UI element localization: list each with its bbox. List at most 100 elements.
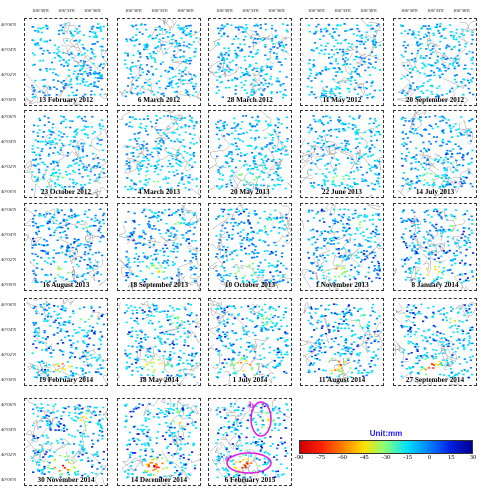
- deformation-point: [126, 54, 129, 57]
- deformation-point: [403, 263, 406, 265]
- deformation-point: [176, 247, 179, 249]
- deformation-point: [224, 249, 228, 251]
- deformation-point: [222, 26, 225, 28]
- deformation-point: [140, 374, 143, 376]
- deformation-point: [267, 176, 270, 179]
- deformation-point: [79, 82, 82, 85]
- deformation-point: [470, 59, 473, 61]
- deformation-point: [316, 47, 319, 49]
- deformation-point: [248, 182, 251, 184]
- deformation-point: [184, 174, 187, 177]
- deformation-point: [457, 41, 461, 43]
- deformation-point: [455, 38, 458, 41]
- deformation-point: [68, 144, 71, 146]
- deformation-point: [368, 325, 371, 327]
- deformation-point: [162, 92, 165, 95]
- deformation-point: [255, 119, 258, 122]
- deformation-point: [442, 132, 445, 135]
- deformation-point: [308, 75, 311, 77]
- deformation-point: [425, 129, 428, 131]
- deformation-point: [322, 35, 325, 37]
- deformation-point: [251, 94, 254, 96]
- deformation-point: [353, 118, 356, 120]
- deformation-point: [167, 255, 170, 258]
- deformation-point: [64, 307, 67, 310]
- deformation-point: [36, 226, 39, 229]
- deformation-point: [275, 216, 279, 219]
- deformation-point: [249, 308, 252, 310]
- deformation-point: [260, 229, 263, 232]
- deformation-point: [226, 321, 229, 324]
- deformation-point: [357, 319, 360, 321]
- deformation-point: [130, 116, 134, 119]
- deformation-point: [430, 125, 433, 127]
- deformation-point: [71, 372, 74, 374]
- deformation-point: [130, 179, 133, 181]
- deformation-point: [414, 167, 417, 170]
- deformation-point: [376, 25, 379, 27]
- deformation-point: [221, 256, 224, 259]
- deformation-point: [94, 217, 97, 219]
- deformation-point: [259, 271, 262, 274]
- deformation-point: [434, 227, 437, 229]
- deformation-point: [141, 143, 144, 146]
- deformation-point: [177, 327, 180, 329]
- deformation-point: [404, 271, 407, 273]
- deformation-point: [310, 86, 313, 89]
- deformation-point: [216, 27, 220, 30]
- deformation-point: [332, 28, 335, 30]
- deformation-point: [260, 67, 263, 70]
- deformation-point: [89, 248, 92, 251]
- deformation-point: [318, 142, 321, 144]
- deformation-point: [231, 160, 234, 163]
- deformation-point: [307, 77, 310, 80]
- deformation-point: [264, 137, 267, 139]
- deformation-point: [426, 158, 429, 161]
- deformation-point: [254, 334, 257, 337]
- deformation-point: [185, 34, 188, 36]
- deformation-point: [332, 239, 335, 242]
- deformation-point: [441, 174, 444, 176]
- deformation-point: [443, 167, 446, 169]
- deformation-point: [179, 28, 182, 31]
- deformation-point: [135, 330, 138, 332]
- deformation-point: [250, 227, 253, 229]
- deformation-point: [67, 63, 70, 65]
- deformation-point: [246, 187, 249, 190]
- deformation-point: [453, 66, 456, 68]
- left-axis-label: 40°02'N: [1, 452, 17, 457]
- deformation-point: [459, 262, 462, 264]
- deformation-point: [441, 271, 444, 274]
- deformation-point: [333, 340, 336, 343]
- deformation-point: [235, 211, 238, 213]
- deformation-point: [252, 331, 255, 334]
- deformation-point: [125, 361, 128, 364]
- deformation-point: [171, 132, 174, 134]
- deformation-point: [269, 271, 272, 273]
- deformation-point: [401, 185, 404, 187]
- deformation-point: [372, 43, 375, 46]
- deformation-point: [148, 217, 151, 219]
- deformation-point: [343, 187, 347, 189]
- deformation-point: [313, 348, 316, 351]
- deformation-point: [466, 277, 469, 279]
- deformation-point: [367, 240, 370, 242]
- deformation-point: [93, 81, 96, 84]
- deformation-point: [444, 117, 447, 120]
- deformation-point: [367, 66, 370, 69]
- deformation-point: [421, 85, 424, 87]
- deformation-point: [132, 54, 135, 57]
- deformation-point: [338, 68, 342, 71]
- deformation-point: [278, 221, 281, 224]
- deformation-point: [72, 170, 75, 172]
- deformation-point: [84, 210, 87, 213]
- deformation-point: [45, 68, 48, 70]
- deformation-point: [44, 140, 47, 143]
- deformation-point: [189, 266, 192, 269]
- deformation-point: [236, 254, 239, 257]
- deformation-point: [232, 266, 235, 268]
- deformation-point: [232, 350, 235, 352]
- deformation-point: [144, 333, 147, 336]
- deformation-point: [413, 224, 416, 227]
- deformation-point: [101, 360, 104, 362]
